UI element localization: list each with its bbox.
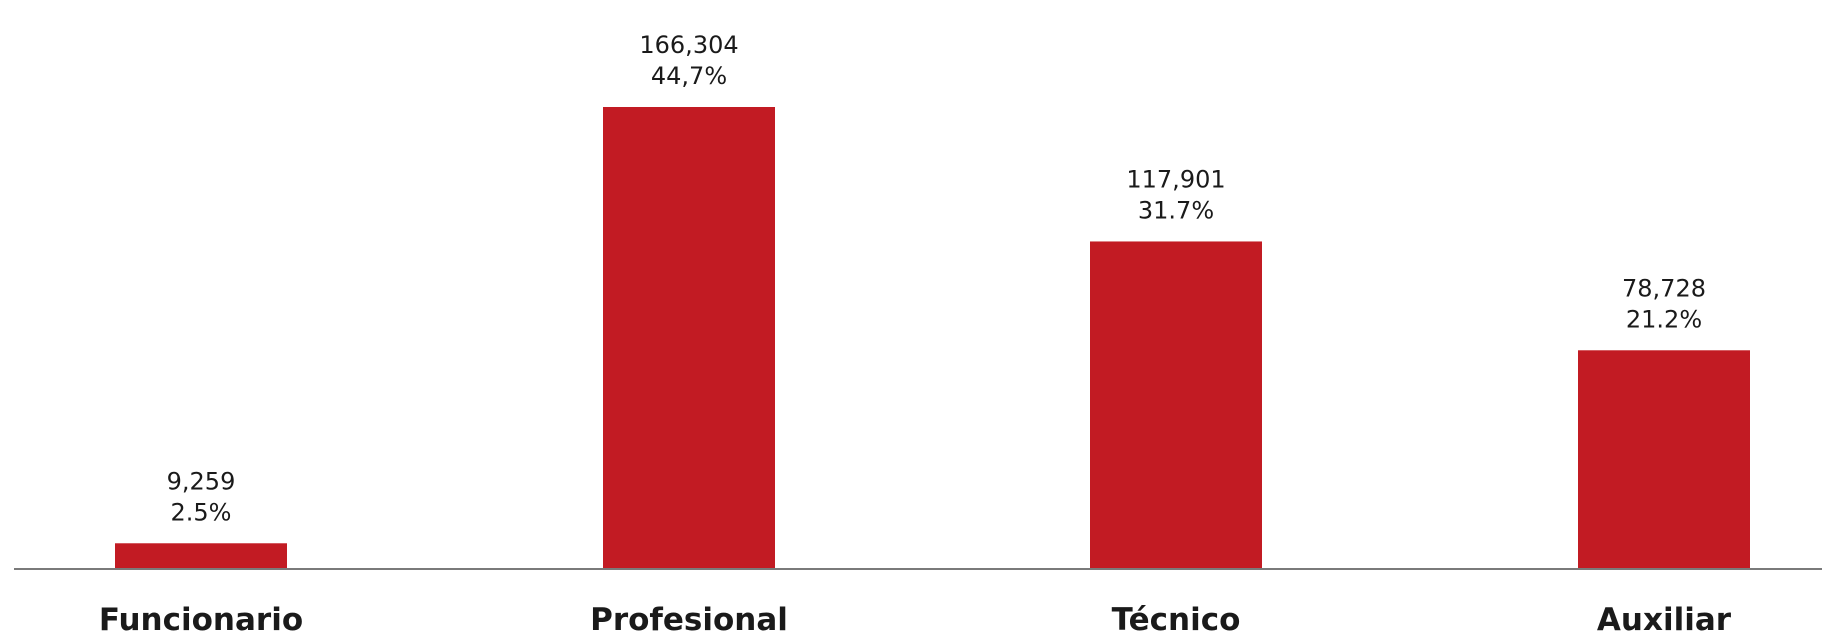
- data-label-percent: 2.5%: [171, 498, 232, 526]
- data-label-value: 78,728: [1622, 274, 1706, 302]
- category-label: Auxiliar: [1597, 602, 1732, 632]
- data-label-value: 117,901: [1126, 165, 1225, 193]
- bar-profesional: [603, 107, 775, 569]
- data-label-value: 9,259: [167, 467, 236, 495]
- category-label: Técnico: [1112, 602, 1241, 632]
- labels-group: 9,259 2.5% Funcionario 166,304 44,7% Profesio…: [99, 31, 1732, 632]
- data-label-percent: 31.7%: [1138, 196, 1214, 224]
- data-label-percent: 44,7%: [651, 62, 727, 90]
- bar-funcionario: [115, 543, 287, 569]
- bars-group: [115, 107, 1750, 570]
- category-label: Funcionario: [99, 602, 303, 632]
- data-label-percent: 21.2%: [1626, 305, 1702, 333]
- bar-tcnico: [1090, 241, 1262, 570]
- category-label: Profesional: [590, 602, 788, 632]
- data-label-value: 166,304: [639, 31, 738, 59]
- bar-auxiliar: [1578, 350, 1750, 569]
